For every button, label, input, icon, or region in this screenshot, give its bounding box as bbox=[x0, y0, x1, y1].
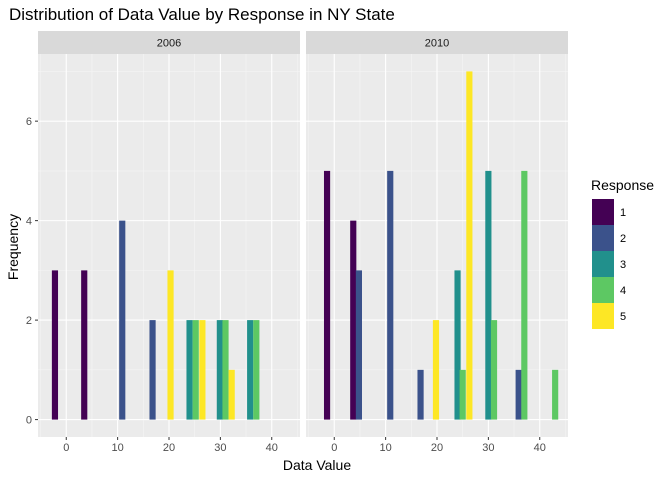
x-axes: 0 10 20 30 40 0 10 20 30 40 bbox=[63, 437, 546, 454]
histogram-bar bbox=[222, 320, 229, 420]
histogram-bar bbox=[355, 270, 362, 420]
histogram-bar bbox=[552, 369, 559, 420]
histogram-bar bbox=[247, 320, 254, 420]
histogram-bar bbox=[199, 320, 206, 420]
y-axis-title: Frequency bbox=[5, 214, 21, 280]
histogram-bar bbox=[350, 220, 357, 420]
x-tick-label: 0 bbox=[63, 442, 69, 454]
facet-panel-2006: 2006 bbox=[38, 31, 300, 437]
legend-title: Response bbox=[591, 177, 654, 193]
y-tick-label: 0 bbox=[26, 415, 32, 427]
chart-title: Distribution of Data Value by Response i… bbox=[9, 5, 395, 24]
x-tick-label: 40 bbox=[534, 442, 546, 454]
x-tick-label: 0 bbox=[331, 442, 337, 454]
histogram-bar bbox=[51, 270, 59, 420]
legend-key bbox=[592, 225, 614, 251]
legend-key bbox=[592, 251, 614, 277]
histogram-bar bbox=[253, 320, 260, 420]
x-tick-label: 20 bbox=[431, 442, 443, 454]
legend-label: 1 bbox=[620, 207, 626, 219]
histogram-bar bbox=[466, 71, 473, 420]
histogram-bar bbox=[149, 320, 156, 420]
histogram-bar bbox=[490, 320, 498, 420]
histogram-bar bbox=[521, 170, 528, 420]
facet-strip-label: 2006 bbox=[157, 38, 181, 50]
histogram-bar bbox=[417, 369, 424, 420]
histogram-bar bbox=[119, 220, 126, 420]
legend-key bbox=[592, 277, 614, 303]
legend-key bbox=[592, 303, 614, 329]
histogram-bar bbox=[228, 369, 235, 420]
facet-strip bbox=[306, 31, 568, 54]
x-tick-label: 20 bbox=[163, 442, 175, 454]
x-tick-label: 40 bbox=[266, 442, 278, 454]
y-axis: 0 2 4 6 bbox=[26, 116, 38, 427]
histogram-bar bbox=[454, 270, 461, 420]
histogram-bar bbox=[387, 170, 394, 420]
x-tick-label: 10 bbox=[380, 442, 392, 454]
facet-strip-label: 2010 bbox=[425, 38, 449, 50]
histogram-bar bbox=[432, 320, 440, 420]
legend-label: 4 bbox=[620, 285, 626, 297]
histogram-bar bbox=[186, 320, 193, 420]
histogram-bar bbox=[81, 270, 88, 420]
x-axis-title: Data Value bbox=[283, 457, 351, 473]
legend-key bbox=[592, 199, 614, 225]
facet-panel-2010: 2010 bbox=[306, 31, 568, 437]
legend-label: 2 bbox=[620, 233, 626, 245]
histogram-bar bbox=[515, 369, 522, 420]
histogram-bar bbox=[167, 270, 174, 420]
legend-label: 3 bbox=[620, 259, 626, 271]
histogram-bar bbox=[323, 170, 331, 420]
x-tick-label: 10 bbox=[112, 442, 124, 454]
histogram-bar bbox=[485, 170, 492, 420]
x-tick-label: 30 bbox=[482, 442, 494, 454]
histogram-bar bbox=[216, 320, 223, 420]
y-tick-label: 6 bbox=[26, 116, 32, 128]
legend-label: 5 bbox=[620, 311, 626, 323]
y-tick-label: 2 bbox=[26, 315, 32, 327]
x-tick-label: 30 bbox=[214, 442, 226, 454]
facet-strip bbox=[38, 31, 300, 54]
y-tick-label: 4 bbox=[26, 216, 32, 228]
histogram-bar bbox=[459, 369, 466, 420]
facet-panels: 2006 2010 bbox=[38, 31, 568, 437]
histogram-bar bbox=[192, 320, 199, 420]
legend: Response 1 2 3 4 5 bbox=[591, 177, 654, 329]
